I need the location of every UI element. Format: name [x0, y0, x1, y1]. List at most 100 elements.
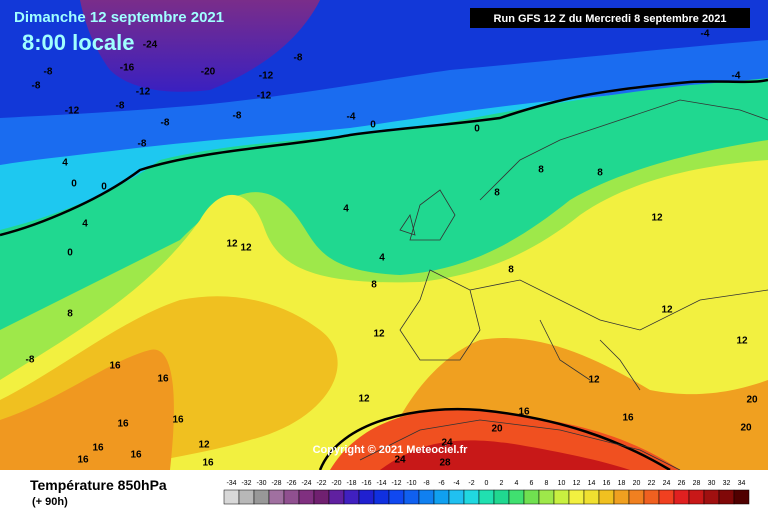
- scale-swatch: [268, 489, 285, 505]
- coastlines: [359, 99, 768, 471]
- contour-label: 8: [494, 188, 500, 199]
- contour-label: 12: [661, 305, 673, 316]
- scale-swatch: [238, 489, 255, 505]
- contour-label: -16: [120, 63, 135, 74]
- scale-label: 30: [708, 480, 716, 487]
- contour-label: 16: [77, 455, 89, 466]
- contour-label: 12: [651, 213, 663, 224]
- contour-0: [0, 78, 768, 237]
- scale-label: 24: [663, 480, 671, 487]
- contour-label: 8: [67, 309, 73, 320]
- copyright: Copyright © 2021 Meteociel.fr: [313, 444, 469, 456]
- run-banner: [470, 8, 750, 28]
- scale-swatch: [508, 489, 525, 505]
- scale-swatch: [598, 489, 615, 505]
- scale-swatch: [523, 489, 540, 505]
- scale-label: 18: [618, 480, 626, 487]
- scale-label: -28: [271, 480, 281, 487]
- contour-label: 4: [82, 219, 88, 230]
- date-title: Dimanche 12 septembre 2021: [14, 9, 224, 26]
- scale-label: 6: [530, 480, 534, 487]
- scale-label: -8: [423, 480, 429, 487]
- scale-swatch: [733, 489, 750, 505]
- scale-swatch: [613, 489, 630, 505]
- contour-label: 12: [373, 329, 385, 340]
- time-title: 8:00 locale: [22, 30, 135, 55]
- contour-label: -8: [161, 118, 170, 129]
- scale-label: -34: [226, 480, 236, 487]
- scale-swatch: [688, 489, 705, 505]
- contour-label: 16: [172, 415, 184, 426]
- contour-label: -4: [347, 112, 356, 123]
- contour-label: 4: [343, 204, 349, 215]
- scale-label: 10: [558, 480, 566, 487]
- variable-title: Température 850hPa: [30, 477, 167, 493]
- scale-label: -30: [256, 480, 266, 487]
- scale-swatch: [358, 489, 375, 505]
- contour-label: -12: [136, 87, 151, 98]
- scale-swatch: [418, 489, 435, 505]
- contour-label: 12: [358, 394, 370, 405]
- scale-label: 16: [603, 480, 611, 487]
- contour-label: 8: [597, 168, 603, 179]
- scale-swatch: [373, 489, 390, 505]
- scale-label: 2: [500, 480, 504, 487]
- hotter-zone-west: [0, 349, 174, 470]
- scale-label: -20: [331, 480, 341, 487]
- scale-label: -14: [376, 480, 386, 487]
- contour-label: -12: [257, 91, 272, 102]
- contour-label: 16: [622, 413, 634, 424]
- scale-label: 0: [485, 480, 489, 487]
- scale-label: -18: [346, 480, 356, 487]
- scale-label: 14: [588, 480, 596, 487]
- scale-swatch: [283, 489, 300, 505]
- contour-label: 12: [588, 375, 600, 386]
- contour-label: -4: [701, 29, 710, 40]
- contour-label: 28: [439, 458, 451, 469]
- contour-label: 16: [117, 419, 129, 430]
- contour-label: 24: [441, 438, 453, 449]
- scale-label: 28: [693, 480, 701, 487]
- contour-label: -12: [259, 71, 274, 82]
- scale-label: -26: [286, 480, 296, 487]
- contour-label: -8: [138, 139, 147, 150]
- scale-label: -32: [241, 480, 251, 487]
- scale-swatch: [313, 489, 330, 505]
- contour-label: -8: [233, 111, 242, 122]
- scale-label: 22: [648, 480, 656, 487]
- scale-label: -10: [406, 480, 416, 487]
- contour-label: -8: [116, 101, 125, 112]
- scale-swatch: [718, 489, 735, 505]
- scale-swatch: [568, 489, 585, 505]
- scale-label: -6: [438, 480, 444, 487]
- scale-swatch: [553, 489, 570, 505]
- scale-swatch: [478, 489, 495, 505]
- scale-swatch: [538, 489, 555, 505]
- contour-label: 8: [538, 165, 544, 176]
- contour-label: 0: [67, 248, 73, 259]
- scale-swatch: [433, 489, 450, 505]
- run-info: Run GFS 12 Z du Mercredi 8 septembre 202…: [494, 13, 727, 25]
- scale-swatch: [298, 489, 315, 505]
- scale-label: 4: [515, 480, 519, 487]
- scale-swatch: [253, 489, 270, 505]
- contour-label: 16: [92, 443, 104, 454]
- contour-label: 4: [62, 158, 68, 169]
- contour-label: 20: [746, 395, 758, 406]
- contour-label: 12: [226, 239, 238, 250]
- scale-label: -16: [361, 480, 371, 487]
- scale-label: 8: [545, 480, 549, 487]
- scale-swatch: [703, 489, 720, 505]
- contour-label: -8: [26, 355, 35, 366]
- contour-label: 12: [198, 440, 210, 451]
- contour-label: 8: [508, 265, 514, 276]
- contour-label: 12: [736, 336, 748, 347]
- scale-swatch: [223, 489, 240, 505]
- scale-swatch: [403, 489, 420, 505]
- scale-label: -2: [468, 480, 474, 487]
- scale-label: 32: [723, 480, 731, 487]
- contour-label: 0: [101, 182, 107, 193]
- contour-label: -4: [732, 71, 741, 82]
- contour-label: 12: [240, 243, 252, 254]
